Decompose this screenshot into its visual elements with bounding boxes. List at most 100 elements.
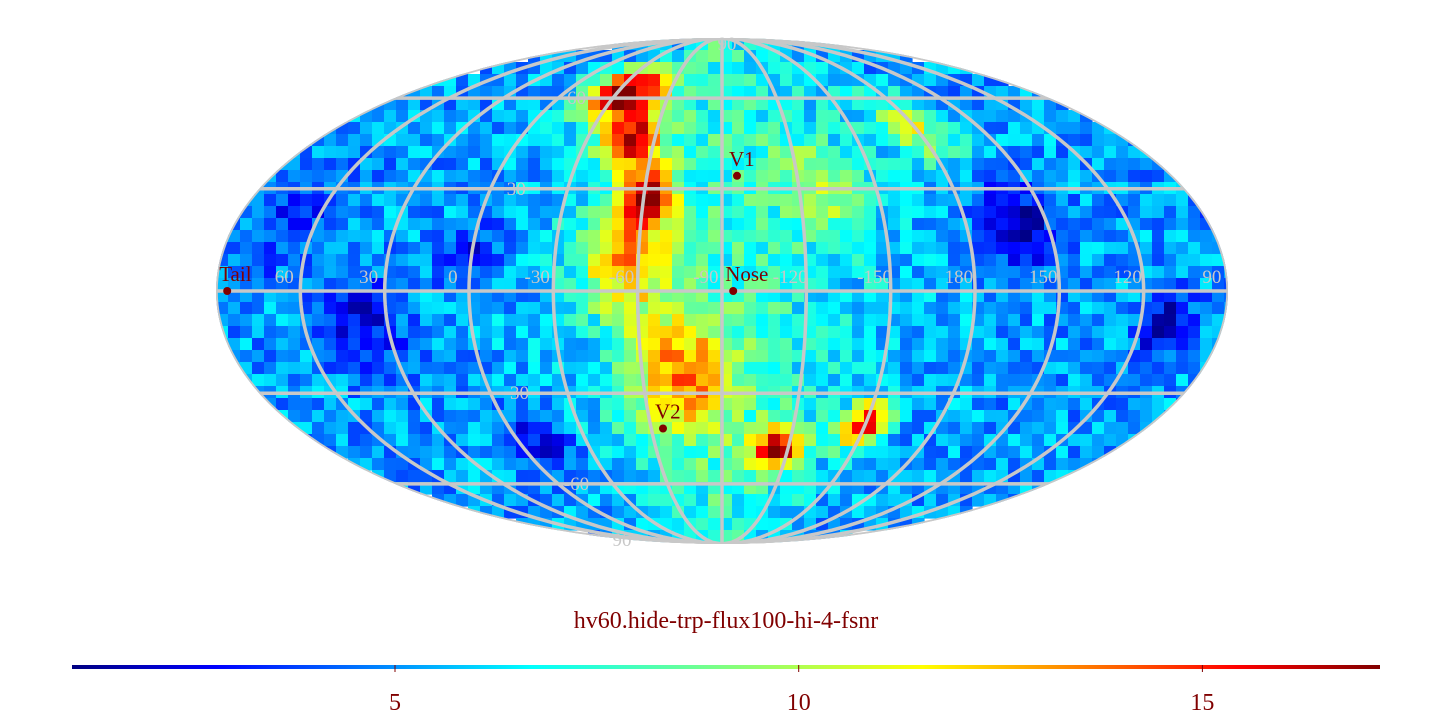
heat-cell	[660, 434, 673, 447]
heat-cell	[612, 62, 625, 75]
heat-cell	[648, 290, 661, 303]
heat-cell	[324, 422, 337, 435]
heat-cell	[756, 122, 769, 135]
heat-cell	[312, 326, 325, 339]
heat-cell	[864, 266, 877, 279]
heat-cell	[744, 470, 757, 483]
heat-cell	[660, 242, 673, 255]
longitude-label: -30	[525, 267, 550, 288]
heat-cell	[816, 410, 829, 423]
heat-cell	[432, 446, 445, 459]
heat-cell	[576, 350, 589, 363]
heat-cell	[852, 374, 865, 387]
heat-cell	[624, 86, 637, 99]
heat-cell	[984, 146, 997, 159]
heat-cell	[276, 290, 289, 303]
heat-cell	[1116, 398, 1129, 411]
heat-cell	[996, 326, 1009, 339]
heat-cell	[696, 194, 709, 207]
heat-cell	[912, 410, 925, 423]
heat-cell	[744, 230, 757, 243]
heat-cell	[468, 146, 481, 159]
heat-cell	[576, 362, 589, 375]
heat-cell	[696, 218, 709, 231]
heat-cell	[516, 170, 529, 183]
heat-cell	[396, 146, 409, 159]
heat-cell	[324, 134, 337, 147]
heat-cell	[1104, 170, 1117, 183]
heat-cell	[1104, 434, 1117, 447]
heat-cell	[372, 206, 385, 219]
heat-cell	[744, 242, 757, 255]
heat-cell	[780, 230, 793, 243]
heat-cell	[588, 362, 601, 375]
longitude-label: 120	[1113, 267, 1142, 288]
heat-cell	[924, 350, 937, 363]
heat-cell	[1176, 302, 1189, 315]
heat-cell	[1128, 170, 1141, 183]
heat-cell	[768, 398, 781, 411]
heat-cell	[480, 242, 493, 255]
heat-cell	[444, 470, 457, 483]
heat-cell	[696, 470, 709, 483]
heat-cell	[264, 302, 277, 315]
heat-cell	[336, 266, 349, 279]
heat-cell	[816, 374, 829, 387]
heat-cell	[912, 350, 925, 363]
heat-cell	[396, 266, 409, 279]
heat-cell	[612, 422, 625, 435]
heat-cell	[864, 314, 877, 327]
heat-cell	[816, 326, 829, 339]
heat-cell	[576, 110, 589, 123]
heat-cell	[360, 218, 373, 231]
heat-cell	[1116, 290, 1129, 303]
heat-cell	[684, 338, 697, 351]
heat-cell	[912, 218, 925, 231]
heat-cell	[1188, 206, 1201, 219]
heat-cell	[648, 470, 661, 483]
heat-cell	[804, 338, 817, 351]
heat-cell	[600, 278, 613, 291]
heat-cell	[504, 254, 517, 267]
heat-cell	[792, 122, 805, 135]
heat-cell	[948, 242, 961, 255]
heat-cell	[756, 350, 769, 363]
heat-cell	[816, 446, 829, 459]
heat-cell	[792, 134, 805, 147]
heat-cell	[660, 74, 673, 87]
heat-cell	[228, 290, 241, 303]
heat-cell	[876, 254, 889, 267]
heat-cell	[480, 398, 493, 411]
colorbar-tick-label: 15	[1190, 690, 1214, 716]
heat-cell	[1020, 326, 1033, 339]
heat-cell	[456, 434, 469, 447]
heat-cell	[984, 242, 997, 255]
heat-cell	[372, 170, 385, 183]
heat-cell	[492, 422, 505, 435]
heat-cell	[972, 206, 985, 219]
heat-cell	[240, 266, 253, 279]
heat-cell	[432, 362, 445, 375]
heat-cell	[780, 62, 793, 75]
heat-cell	[1092, 254, 1105, 267]
heat-cell	[648, 338, 661, 351]
heat-cell	[1140, 242, 1153, 255]
heat-cell	[960, 434, 973, 447]
heat-cell	[240, 326, 253, 339]
longitude-label: 90	[1202, 267, 1221, 288]
heat-cell	[984, 350, 997, 363]
heat-cell	[840, 314, 853, 327]
heat-cell	[1104, 314, 1117, 327]
heat-cell	[1020, 98, 1033, 111]
heat-cell	[780, 362, 793, 375]
heat-cell	[708, 218, 721, 231]
heat-cell	[1068, 362, 1081, 375]
heat-cell	[624, 278, 637, 291]
heat-cell	[564, 146, 577, 159]
heat-cell	[1176, 242, 1189, 255]
heat-cell	[528, 398, 541, 411]
heat-cell	[924, 74, 937, 87]
heat-cell	[1200, 290, 1213, 303]
heat-cell	[492, 194, 505, 207]
heat-cell	[492, 290, 505, 303]
